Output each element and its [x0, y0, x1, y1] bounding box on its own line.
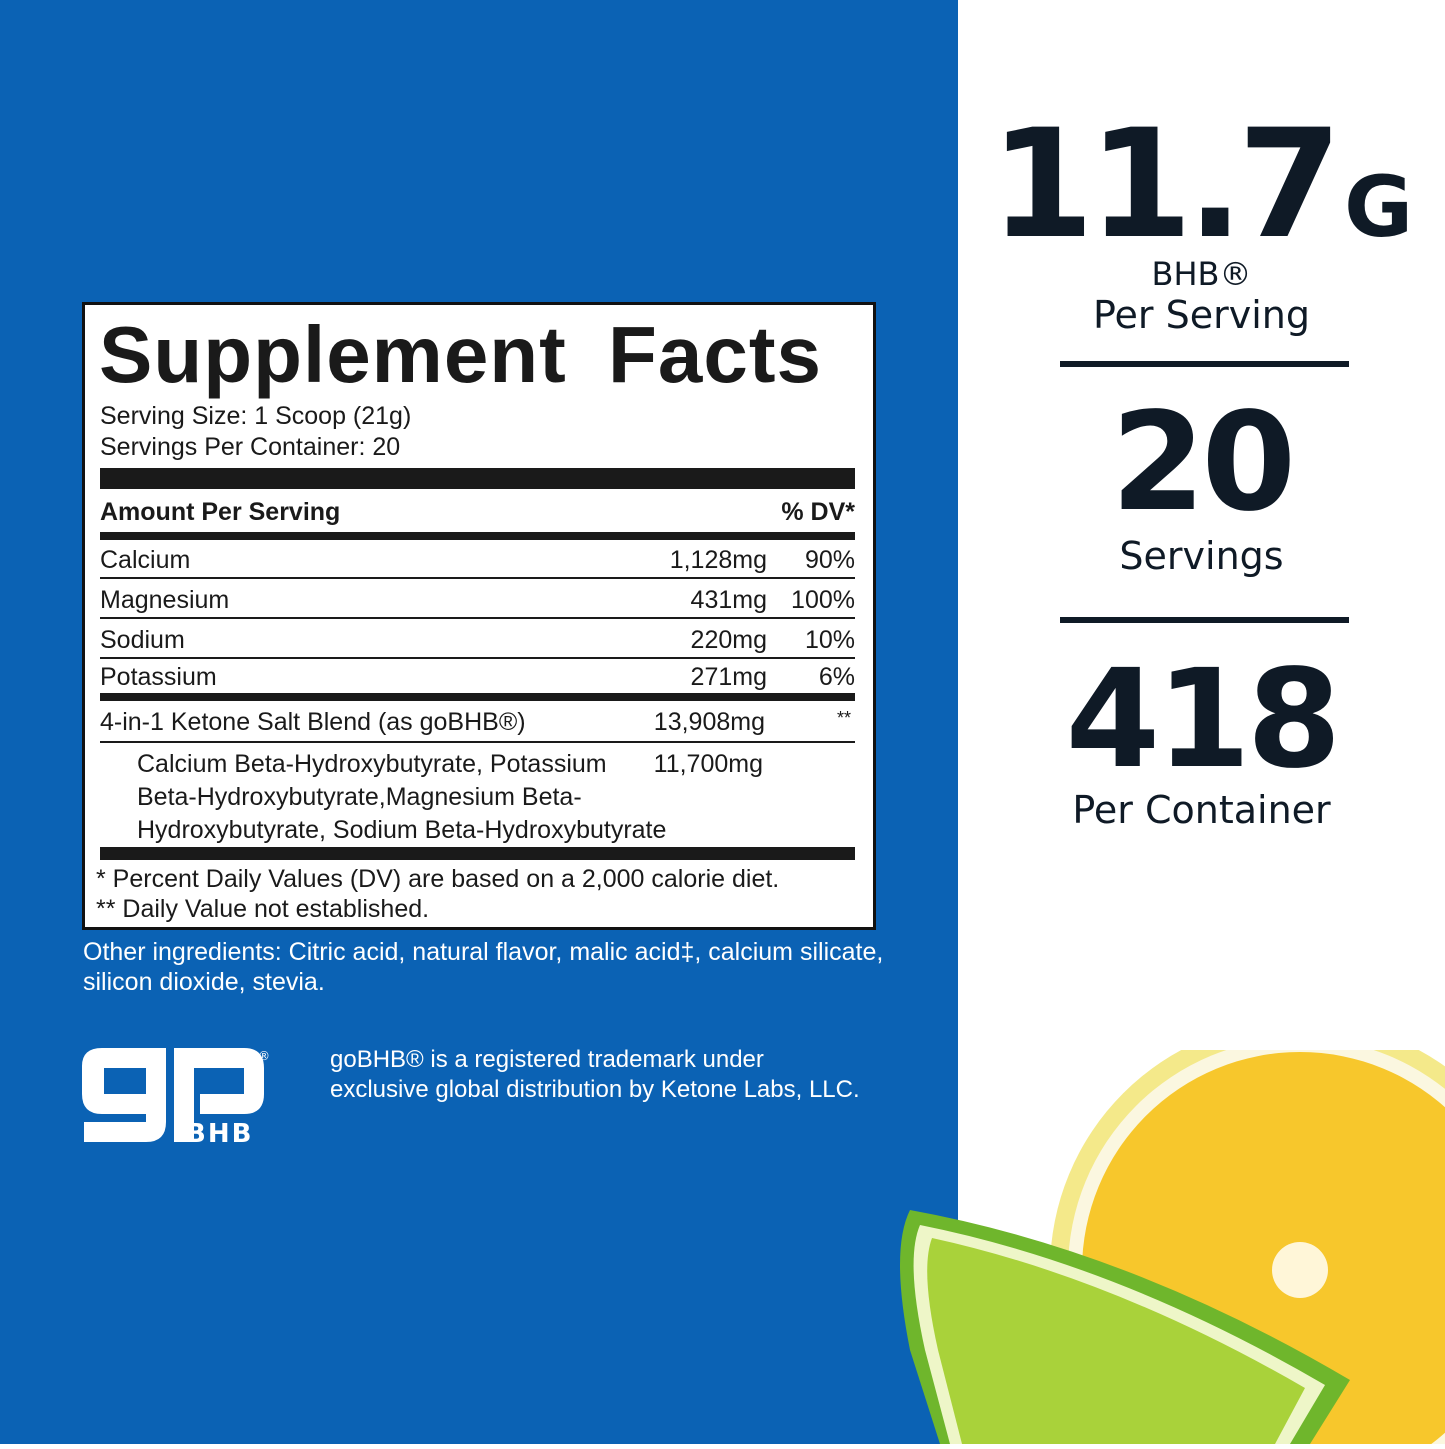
- stat-label: BHB®: [1151, 255, 1252, 293]
- divider-medium: [100, 532, 855, 540]
- blend-dv: **: [836, 708, 851, 728]
- stat-unit: G: [1344, 158, 1414, 256]
- blend-name: 4-in-1 Ketone Salt Blend (as goBHB®): [100, 708, 526, 736]
- footnote: * Percent Daily Values (DV) are based on…: [96, 865, 780, 893]
- supplement-facts-panel: Supplement Facts Serving Size: 1 Scoop (…: [82, 302, 876, 930]
- per-container-stat: 418: [1065, 641, 1342, 799]
- nutrient-name: Potassium: [100, 663, 217, 691]
- nutrient-dv: 90%: [804, 546, 855, 574]
- divider-medium: [100, 693, 855, 701]
- dv-header: % DV*: [781, 498, 855, 526]
- trademark-text: exclusive global distribution by Ketone …: [330, 1076, 860, 1103]
- divider: [1060, 617, 1349, 623]
- other-ingredients: Other ingredients: Citric acid, natural …: [83, 938, 884, 966]
- divider-thick: [100, 847, 855, 860]
- svg-text:BHB: BHB: [186, 1119, 253, 1146]
- gobhb-logo: ® BHB: [82, 1044, 292, 1151]
- divider: [1060, 361, 1349, 367]
- divider-thin: [100, 741, 855, 743]
- divider-thin: [100, 617, 855, 619]
- stat-label: Servings: [1119, 534, 1284, 578]
- other-ingredients: silicon dioxide, stevia.: [83, 968, 325, 996]
- footnote: ** Daily Value not established.: [96, 895, 430, 923]
- facts-title: Supplement Facts: [99, 310, 823, 399]
- blend-sub-line: Beta-Hydroxybutyrate,Magnesium Beta-: [137, 783, 582, 811]
- blend-sub-line: Calcium Beta-Hydroxybutyrate, Potassium: [137, 750, 607, 778]
- serving-size: Serving Size: 1 Scoop (21g): [100, 402, 412, 430]
- nutrient-dv: 6%: [818, 663, 855, 691]
- svg-text:®: ®: [258, 1049, 270, 1063]
- nutrient-name: Calcium: [100, 546, 191, 574]
- blend-amount: 13,908mg: [653, 708, 765, 736]
- nutrient-dv: 10%: [804, 626, 855, 654]
- stat-label: Per Container: [1072, 788, 1331, 832]
- nutrient-amount: 220mg: [690, 626, 767, 654]
- divider-thin: [100, 577, 855, 579]
- nutrient-amount: 1,128mg: [669, 546, 767, 574]
- citrus-image: [880, 1020, 1445, 1449]
- servings-stat: 20: [1110, 384, 1296, 542]
- divider-thin: [100, 657, 855, 659]
- divider-thick: [100, 468, 855, 489]
- blend-sub-line: Hydroxybutyrate, Sodium Beta-Hydroxybuty…: [137, 816, 667, 844]
- stat-label: Per Serving: [1092, 293, 1310, 337]
- stat-value: 11.7: [989, 98, 1342, 272]
- amount-header: Amount Per Serving: [100, 498, 341, 526]
- servings-per-container: Servings Per Container: 20: [100, 433, 401, 461]
- bhb-per-serving-stat: 11.7G: [958, 100, 1445, 292]
- trademark-text: goBHB® is a registered trademark under: [330, 1046, 764, 1073]
- nutrient-dv: 100%: [791, 586, 855, 614]
- nutrient-amount: 271mg: [690, 663, 767, 691]
- nutrient-name: Magnesium: [100, 586, 230, 614]
- blend-sub-amount: 11,700mg: [653, 750, 763, 778]
- nutrient-name: Sodium: [100, 626, 185, 654]
- nutrient-amount: 431mg: [690, 586, 767, 614]
